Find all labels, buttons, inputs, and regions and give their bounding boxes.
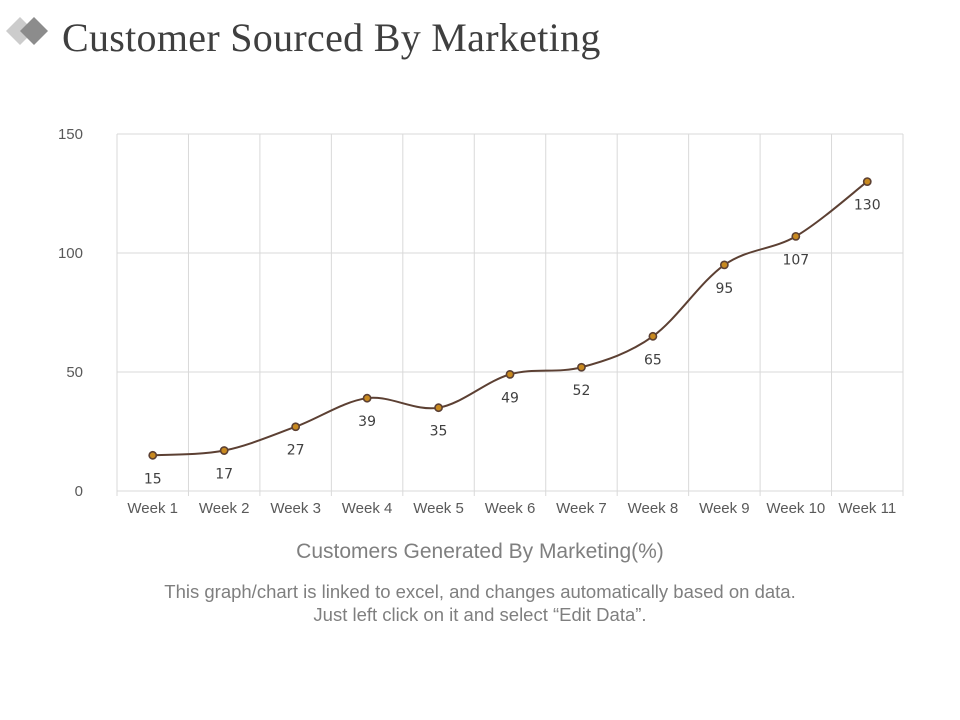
data-point	[148, 450, 158, 460]
data-point	[505, 369, 515, 379]
data-point	[434, 403, 443, 413]
data-point	[791, 231, 801, 241]
data-point	[362, 393, 372, 403]
data-label: 95	[715, 281, 733, 297]
diamond-logo-icon	[6, 17, 48, 45]
data-label: 15	[144, 471, 162, 487]
x-axis-title: Customers Generated By Marketing(%)	[296, 540, 664, 563]
x-tick-label: Week 2	[199, 500, 250, 517]
data-label: 17	[215, 467, 233, 483]
edit-data-note: This graph/chart is linked to excel, and…	[164, 581, 796, 625]
data-point	[577, 362, 586, 372]
data-point	[219, 446, 229, 455]
x-tick-label: Week 7	[556, 500, 607, 517]
data-label: 39	[358, 414, 376, 430]
y-tick-label: 0	[75, 483, 83, 500]
x-tick-label: Week 4	[342, 500, 393, 517]
data-point	[719, 260, 729, 270]
data-label: 130	[854, 198, 881, 214]
gridlines	[116, 133, 904, 496]
y-tick-label: 100	[58, 245, 83, 262]
data-labels: 15 17 27 39 35 49 52 65 95 107 130	[144, 198, 881, 488]
x-tick-label: Week 11	[838, 500, 896, 517]
x-tick-label: Week 6	[485, 500, 536, 517]
data-label: 49	[501, 390, 519, 406]
data-point	[291, 422, 301, 432]
data-label: 52	[573, 383, 591, 399]
line-chart: 0 50 100 150 Week 1 Week 2 Week 3 Week 4 Week 5…	[58, 126, 904, 517]
data-label: 27	[287, 443, 305, 459]
x-tick-label: Week 8	[628, 500, 679, 517]
series-layer	[148, 177, 872, 460]
x-tick-label: Week 9	[699, 500, 750, 517]
x-tick-label: Week 1	[127, 500, 178, 517]
y-axis-ticks: 0 50 100 150	[58, 126, 83, 500]
page-title: Customer Sourced By Marketing	[62, 15, 601, 60]
data-point	[648, 331, 658, 341]
x-axis-ticks: Week 1 Week 2 Week 3 Week 4 Week 5 Week 6 Week…	[127, 500, 896, 517]
x-tick-label: Week 3	[270, 500, 321, 517]
x-tick-label: Week 5	[413, 500, 464, 517]
y-tick-label: 150	[58, 126, 83, 143]
data-label: 107	[782, 252, 809, 268]
data-point	[862, 177, 872, 186]
y-tick-label: 50	[66, 364, 83, 381]
x-tick-label: Week 10	[766, 500, 825, 517]
data-label: 35	[430, 424, 448, 440]
data-label: 65	[644, 352, 662, 368]
